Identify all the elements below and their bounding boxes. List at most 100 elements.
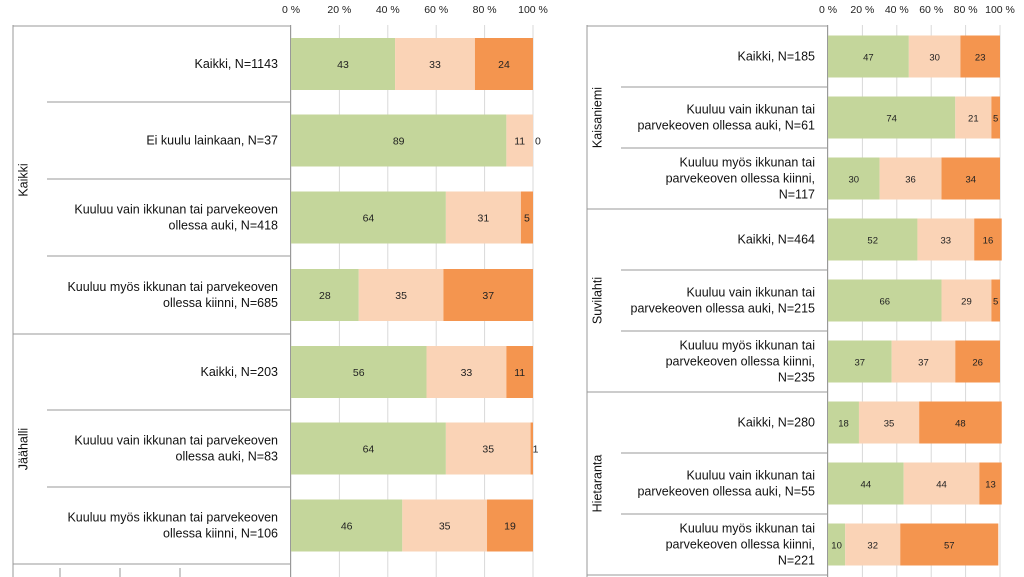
- left-row-label: Kaikki, N=1143: [195, 57, 279, 71]
- left-data-label: 43: [337, 59, 349, 71]
- right-group-label: Kaisaniemi: [590, 87, 604, 148]
- right-bar-segment: [960, 35, 1000, 78]
- right-row-label: parvekeoven ollessa kiinni,: [666, 538, 815, 552]
- right-data-label: 44: [936, 480, 947, 491]
- right-row-label: N=221: [778, 554, 815, 568]
- left-x-tick-label: 80 %: [473, 4, 497, 16]
- right-data-label: 57: [944, 541, 955, 552]
- right-bar-segment: [828, 96, 956, 139]
- left-bar-segment: [291, 422, 446, 475]
- right-row-label: N=117: [779, 188, 815, 202]
- right-row-label: parvekeoven ollessa auki, N=55: [637, 485, 815, 499]
- right-data-label: 30: [849, 175, 860, 186]
- left-bar-segment: [445, 191, 521, 244]
- right-data-label: 35: [884, 419, 895, 430]
- right-row-label: Kaikki, N=185: [738, 50, 816, 64]
- right-bar-segment: [828, 401, 859, 444]
- right-bar-segment: [828, 157, 880, 200]
- right-bar-segment: [955, 96, 992, 139]
- left-data-label: 11: [514, 136, 525, 148]
- right-data-label: 30: [929, 53, 940, 64]
- right-row-label: N=235: [778, 371, 815, 385]
- right-bar-segment: [828, 523, 846, 566]
- right-row-label: parvekeoven ollessa kiinni,: [666, 355, 815, 369]
- left-bar-segment: [520, 191, 533, 244]
- left-x-tick-label: 100 %: [518, 4, 548, 16]
- right-row-label: parvekeoven ollessa auki, N=61: [637, 119, 815, 133]
- right-row-label: Kuuluu myös ikkunan tai: [680, 339, 816, 353]
- right-data-label: 52: [867, 236, 878, 247]
- left-group-label: Jäähalli: [16, 428, 30, 470]
- left-data-label: 35: [482, 444, 494, 456]
- left-data-label: 33: [429, 59, 441, 71]
- left-bar-segment: [506, 346, 533, 398]
- left-bar-segment: [291, 499, 403, 552]
- right-bar-segment: [955, 340, 1000, 383]
- right-x-tick-label: 40 %: [885, 4, 909, 16]
- right-row-label: Kuuluu vain ikkunan tai: [686, 469, 815, 483]
- right-data-label: 47: [863, 53, 874, 64]
- left-data-label: 11: [514, 367, 525, 379]
- right-row-label: parvekeoven ollessa auki, N=215: [631, 302, 816, 316]
- right-data-label: 29: [961, 297, 972, 308]
- left-bar-segment: [474, 38, 533, 90]
- left-data-label: 89: [393, 136, 405, 148]
- right-data-label: 32: [867, 541, 878, 552]
- right-bar-segment: [891, 340, 956, 383]
- right-group-label: Suvilahti: [590, 277, 604, 324]
- right-bar-segment: [879, 157, 942, 200]
- left-x-tick-label: 40 %: [376, 4, 400, 16]
- right-bar-segment: [941, 279, 992, 322]
- left-bar-segment: [426, 346, 507, 398]
- right-bar-segment: [974, 218, 1002, 261]
- left-bar-segment: [445, 422, 531, 475]
- left-data-label: 19: [504, 521, 516, 533]
- left-data-label: 0: [535, 136, 541, 148]
- right-bar-segment: [828, 35, 909, 78]
- left-data-label: 1: [533, 444, 539, 456]
- right-bar-segment: [828, 279, 942, 322]
- left-bar-segment: [395, 38, 475, 90]
- right-bar-segment: [908, 35, 961, 78]
- right-data-label: 26: [972, 358, 983, 369]
- left-data-label: 31: [478, 213, 490, 225]
- left-bar-segment: [402, 499, 488, 552]
- right-data-label: 13: [985, 480, 996, 491]
- right-bar-segment: [828, 462, 904, 505]
- right-data-label: 23: [975, 53, 986, 64]
- right-data-label: 10: [831, 541, 842, 552]
- right-row-label: parvekeoven ollessa kiinni,: [666, 172, 815, 186]
- right-data-label: 44: [861, 480, 872, 491]
- right-row-label: Kaikki, N=464: [738, 233, 816, 247]
- right-row-label: Kuuluu vain ikkunan tai: [686, 286, 815, 300]
- right-row-label: Kuuluu myös ikkunan tai: [680, 156, 816, 170]
- left-bar-segment: [530, 422, 533, 475]
- left-data-label: 33: [461, 367, 473, 379]
- left-x-tick-label: 20 %: [327, 4, 351, 16]
- right-bar-segment: [917, 218, 975, 261]
- right-x-tick-label: 60 %: [919, 4, 943, 16]
- left-row-label: ollessa kiinni, N=685: [163, 296, 278, 310]
- right-data-label: 37: [918, 358, 929, 369]
- left-group-label: Kaikki: [16, 163, 30, 196]
- right-bar-segment: [858, 401, 920, 444]
- left-data-label: 64: [363, 213, 375, 225]
- right-bar-segment: [828, 340, 892, 383]
- right-bar-segment: [919, 401, 1002, 444]
- left-data-label: 35: [439, 521, 451, 533]
- right-row-label: Kaikki, N=280: [738, 416, 816, 430]
- left-row-label: ollessa auki, N=418: [169, 219, 278, 233]
- left-data-label: 24: [498, 59, 510, 71]
- left-x-tick-label: 0 %: [282, 4, 300, 16]
- right-data-label: 21: [968, 114, 979, 125]
- left-data-label: 28: [319, 290, 331, 302]
- left-data-label: 5: [524, 213, 530, 225]
- left-bar-segment: [291, 269, 359, 321]
- left-bar-segment: [506, 114, 533, 167]
- right-data-label: 18: [838, 419, 849, 430]
- left-bar-segment: [487, 499, 533, 552]
- right-row-label: Kuuluu myös ikkunan tai: [680, 522, 816, 536]
- left-row-label: Kaikki, N=203: [201, 365, 279, 379]
- left-data-label: 37: [482, 290, 494, 302]
